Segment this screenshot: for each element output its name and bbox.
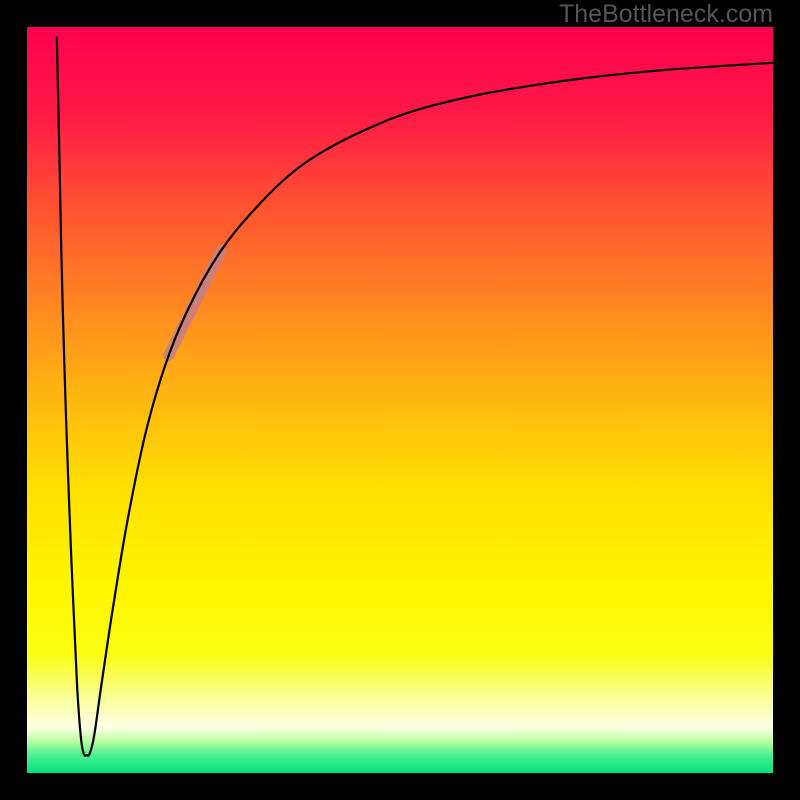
chart-wrap: TheBottleneck.com xyxy=(0,0,800,800)
background-gradient xyxy=(27,27,773,773)
watermark-text: TheBottleneck.com xyxy=(559,0,773,29)
plot-area xyxy=(27,27,773,773)
